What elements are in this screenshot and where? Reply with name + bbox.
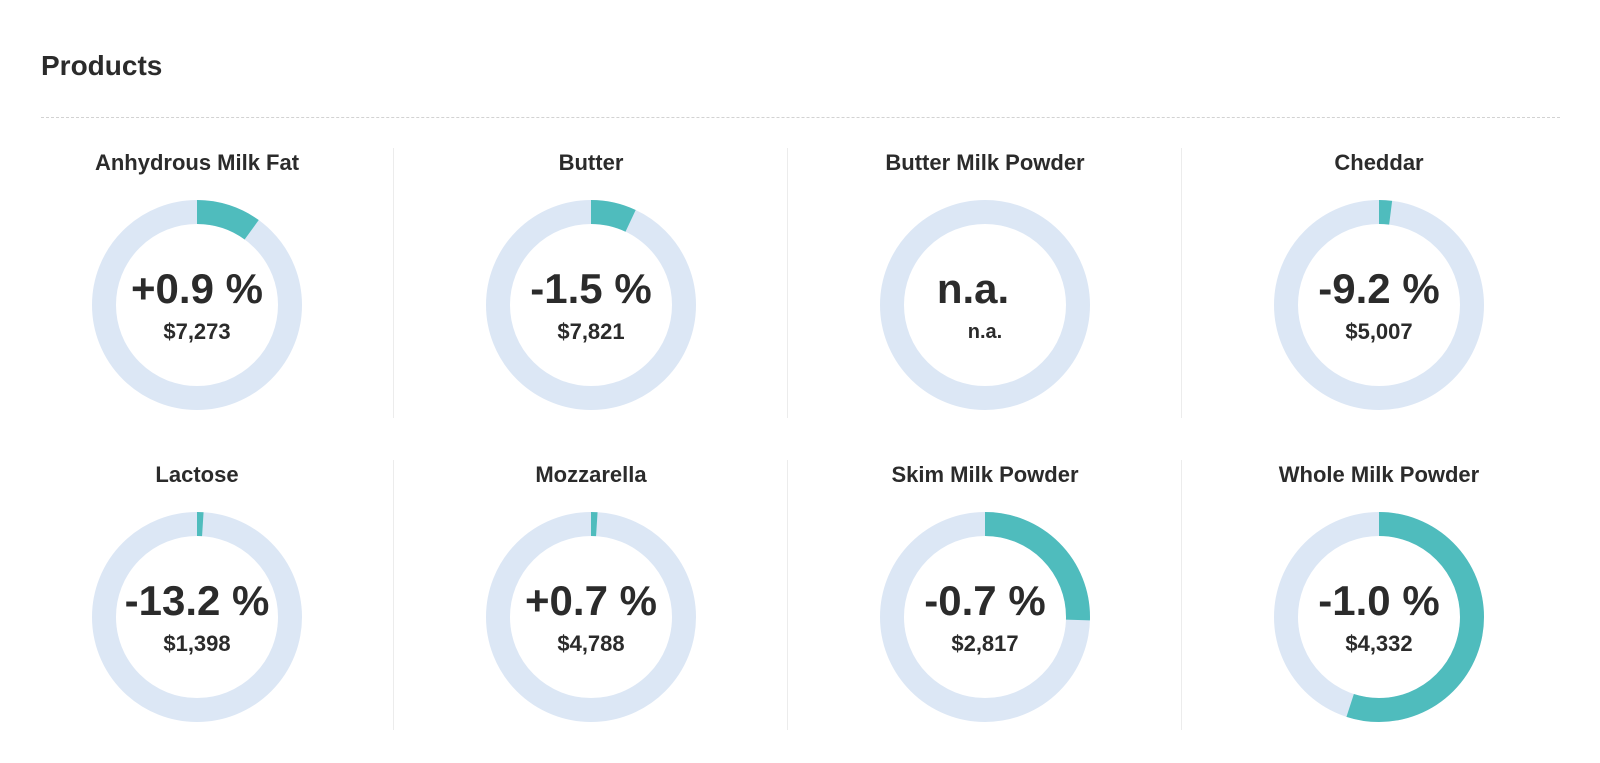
product-price: $5,007 — [1345, 319, 1413, 344]
product-card[interactable]: Skim Milk Powder -0.7 % $2,817 — [788, 460, 1182, 730]
donut-chart: +0.7 % $4,788 — [486, 512, 696, 722]
product-name: Whole Milk Powder — [1278, 462, 1480, 487]
product-name: Mozzarella — [535, 462, 647, 487]
percent-change: -0.7 % — [924, 577, 1046, 624]
donut-share-arc — [92, 512, 302, 722]
donut-track — [880, 200, 1090, 410]
product-card[interactable]: Whole Milk Powder -1.0 % $4,332 — [1182, 460, 1576, 730]
product-name: Lactose — [155, 462, 239, 487]
donut-chart: -13.2 % $1,398 — [92, 512, 302, 722]
product-name: Anhydrous Milk Fat — [94, 150, 300, 175]
page-title: Products — [41, 50, 163, 81]
donut-share-arc — [486, 512, 696, 722]
donut-ring — [92, 512, 302, 722]
donut-ring — [880, 200, 1090, 410]
product-card[interactable]: Lactose -13.2 % $1,398 — [0, 460, 394, 730]
donut-ring — [486, 200, 696, 410]
product-price: n.a. — [967, 321, 1003, 343]
donut-share-arc — [486, 200, 696, 410]
product-price: $4,788 — [557, 631, 625, 656]
product-card[interactable]: Anhydrous Milk Fat +0.9 % $7,273 — [0, 148, 394, 418]
donut-ring — [1274, 512, 1484, 722]
donut-chart: n.a. n.a. — [880, 200, 1090, 410]
donut-chart: +0.9 % $7,273 — [92, 200, 302, 410]
donut-chart: -1.0 % $4,332 — [1274, 512, 1484, 722]
product-name: Butter — [558, 150, 624, 175]
donut-ring — [486, 512, 696, 722]
donut-share-arc — [92, 200, 302, 410]
percent-change: -1.5 % — [530, 265, 652, 312]
product-price: $2,817 — [951, 631, 1019, 656]
title-divider — [41, 117, 1560, 118]
product-price: $4,332 — [1345, 631, 1413, 656]
product-card[interactable]: Mozzarella +0.7 % $4,788 — [394, 460, 788, 730]
percent-change: -13.2 % — [124, 577, 270, 624]
product-name: Skim Milk Powder — [891, 462, 1079, 487]
product-card[interactable]: Cheddar -9.2 % $5,007 — [1182, 148, 1576, 418]
donut-share-arc — [1274, 200, 1484, 410]
product-price: $7,821 — [557, 319, 625, 344]
donut-share-arc — [1274, 512, 1484, 722]
product-name: Butter Milk Powder — [885, 150, 1085, 175]
donut-chart: -1.5 % $7,821 — [486, 200, 696, 410]
donut-share-arc — [880, 512, 1090, 722]
product-card[interactable]: Butter -1.5 % $7,821 — [394, 148, 788, 418]
donut-ring — [1274, 200, 1484, 410]
product-price: $1,398 — [163, 631, 231, 656]
product-card[interactable]: Butter Milk Powder n.a. n.a. — [788, 148, 1182, 418]
percent-change: +0.9 % — [131, 265, 263, 312]
donut-ring — [92, 200, 302, 410]
donut-chart: -9.2 % $5,007 — [1274, 200, 1484, 410]
donut-chart: -0.7 % $2,817 — [880, 512, 1090, 722]
percent-change: -9.2 % — [1318, 265, 1440, 312]
percent-change: +0.7 % — [525, 577, 657, 624]
product-price: $7,273 — [163, 319, 231, 344]
donut-ring — [880, 512, 1090, 722]
percent-change: n.a. — [936, 265, 1010, 312]
product-name: Cheddar — [1334, 150, 1424, 175]
percent-change: -1.0 % — [1318, 577, 1440, 624]
